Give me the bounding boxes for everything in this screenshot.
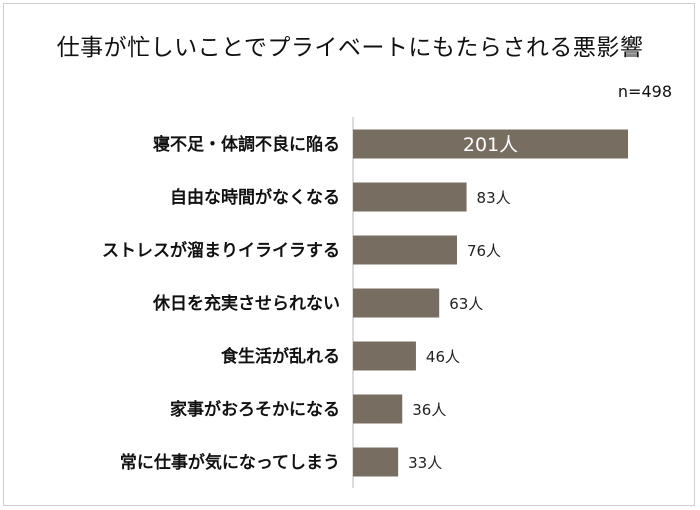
category-label: 休日を充実させられない (152, 293, 340, 314)
category-label: 常に仕事が気になってしまう (120, 452, 340, 473)
value-label: 36人 (412, 401, 446, 419)
chart-title: 仕事が忙しいことでプライベートにもたらされる悪影響 (56, 35, 644, 61)
category-label: 食生活が乱れる (221, 346, 340, 367)
chart-frame (3, 3, 695, 506)
category-label: 寝不足・体調不良に陥る (153, 134, 340, 155)
bar (353, 182, 467, 212)
category-label: ストレスが溜まりイライラする (102, 240, 340, 261)
value-label: 46人 (426, 348, 460, 366)
bar (353, 447, 399, 477)
bar (353, 394, 403, 424)
bar (353, 341, 416, 371)
value-label: 83人 (477, 189, 511, 207)
bar (353, 235, 457, 265)
value-label: 76人 (467, 242, 501, 260)
category-label: 家事がおろそかになる (170, 399, 340, 420)
sample-size-label: n=498 (617, 82, 672, 101)
category-label: 自由な時間がなくなる (170, 187, 340, 208)
value-label: 33人 (408, 454, 442, 472)
bar (353, 288, 440, 318)
bar (353, 129, 628, 159)
value-label: 201人 (463, 134, 518, 156)
value-label: 63人 (449, 295, 483, 313)
